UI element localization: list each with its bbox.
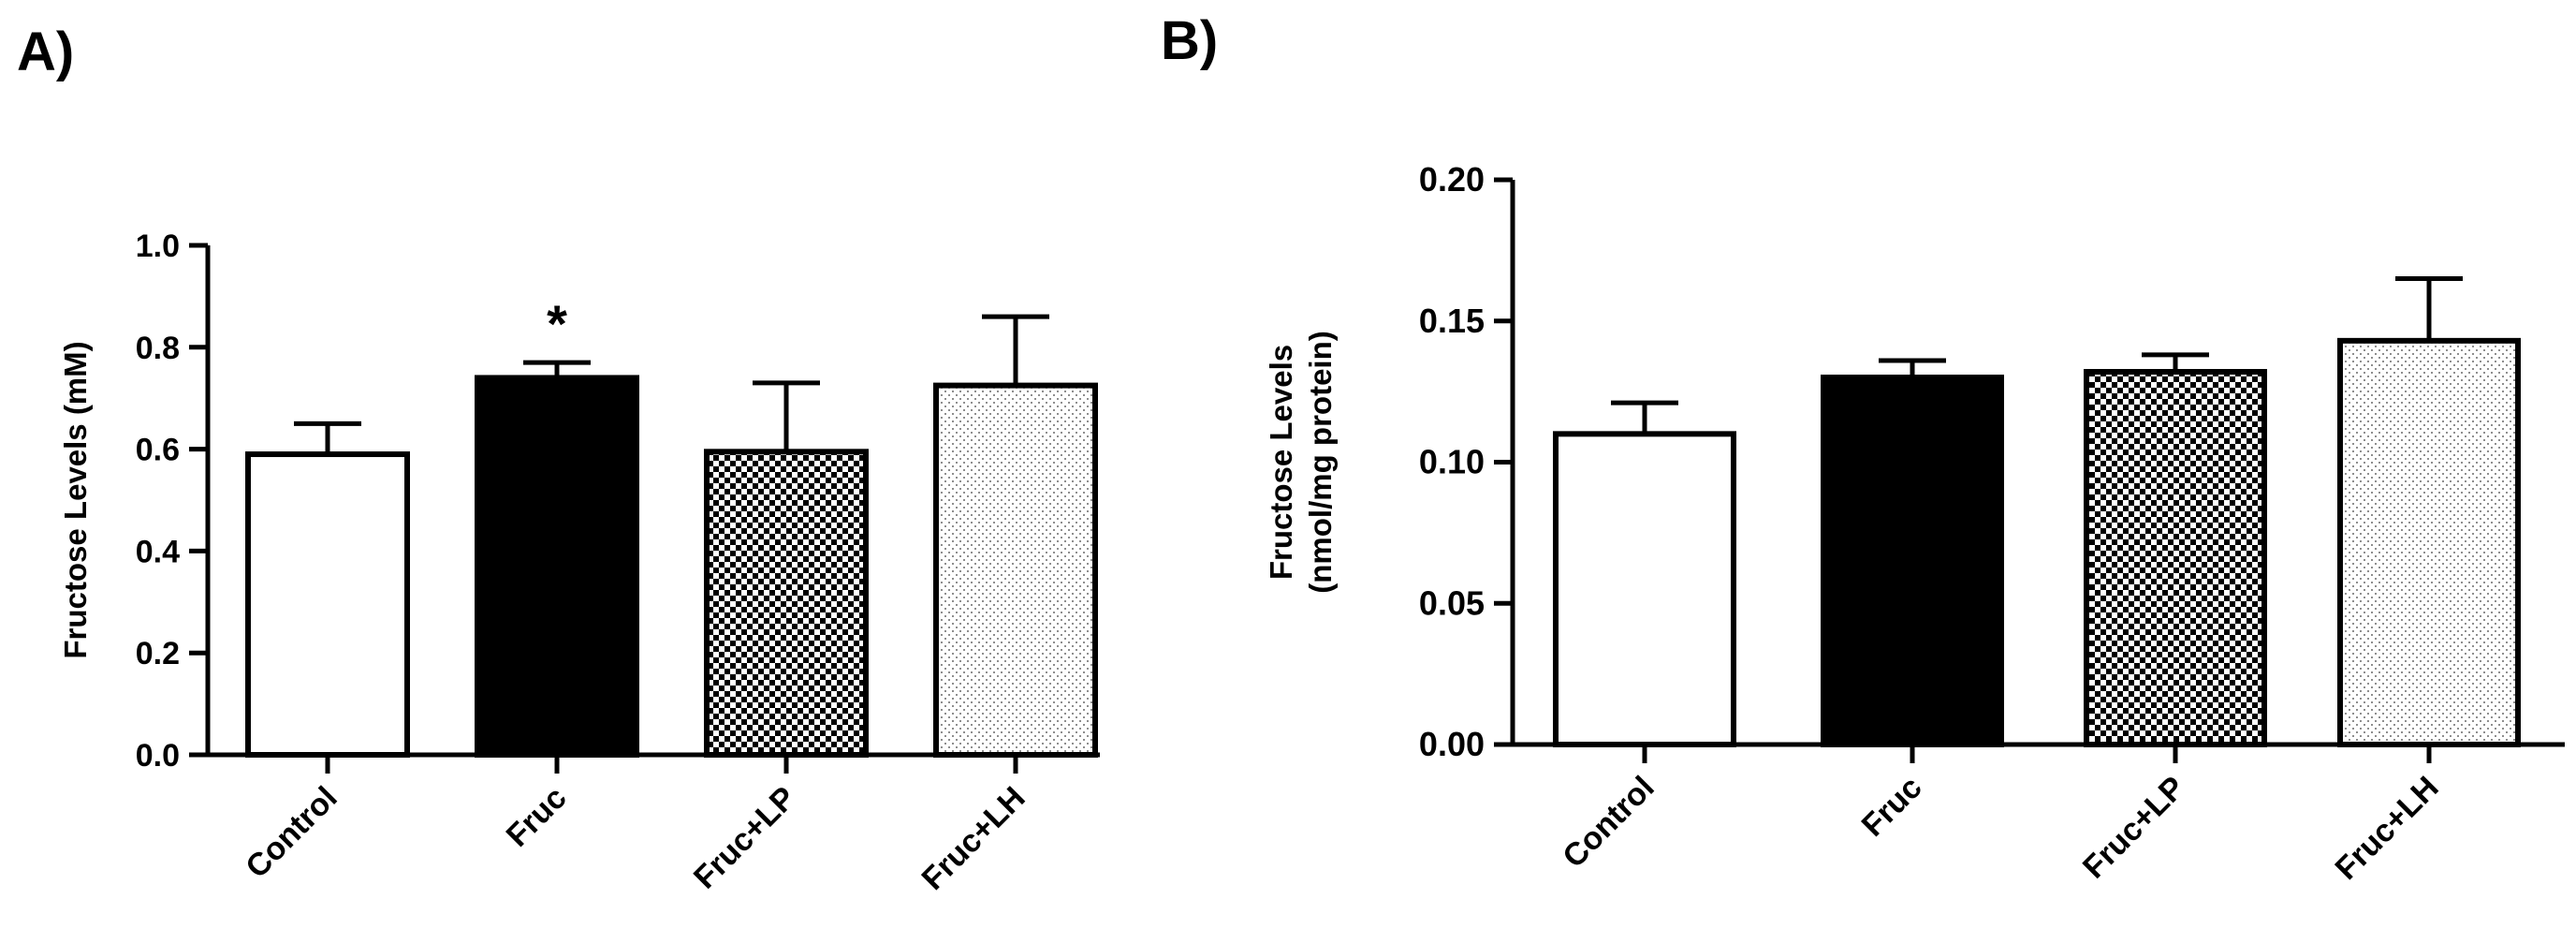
bar-fruc-lp — [2084, 369, 2267, 747]
y-tick-label: 0.0 — [136, 738, 180, 774]
y-tick-label: 0.15 — [1419, 302, 1485, 340]
x-tick-label: Fruc — [1855, 770, 1929, 844]
x-tick-label: Fruc+LP — [687, 780, 803, 896]
y-tick-label: 0.10 — [1419, 443, 1485, 481]
chart-b: 0.00 0.05 0.10 0.15 0.20 Fructose Levels (nmol… — [1264, 160, 2565, 887]
bar-control — [1553, 431, 1736, 747]
x-tick-label: Fruc+LH — [2329, 770, 2446, 887]
x-tick-label: Fruc+LP — [2076, 770, 2192, 886]
y-axis-label: (nmol/mg protein) — [1303, 331, 1338, 593]
significance-marker: * — [547, 294, 567, 353]
bar-control — [245, 451, 410, 758]
panel-b-label: B) — [1161, 10, 1219, 71]
x-tick-label: Fruc — [500, 780, 574, 854]
y-tick-label: 0.00 — [1419, 725, 1485, 763]
x-tick-label: Control — [1556, 770, 1661, 875]
y-tick-label: 0.8 — [136, 331, 180, 366]
panel-a-label: A) — [17, 22, 75, 82]
y-axis-label: Fructose Levels (mM) — [58, 341, 93, 658]
bar-fruc — [475, 375, 639, 758]
y-tick-label: 0.05 — [1419, 583, 1485, 622]
bar-fruc-lh — [2337, 337, 2521, 747]
y-tick-label: 0.20 — [1419, 160, 1485, 199]
bar-fruc-lh — [933, 382, 1098, 758]
y-tick-label: 0.2 — [136, 636, 180, 671]
bar-fruc-lp — [704, 449, 869, 758]
bar-fruc — [1821, 375, 2004, 747]
x-tick-label: Control — [239, 780, 344, 885]
y-tick-label: 1.0 — [136, 229, 180, 264]
y-axis-label: Fructose Levels — [1264, 345, 1298, 580]
y-tick-label: 0.4 — [136, 534, 180, 569]
y-tick-label: 0.6 — [136, 433, 180, 468]
chart-a: 0.0 0.2 0.4 0.6 0.8 1.0 Fructose Levels (mM) Co… — [58, 229, 1100, 897]
x-tick-label: Fruc+LH — [915, 780, 1032, 897]
